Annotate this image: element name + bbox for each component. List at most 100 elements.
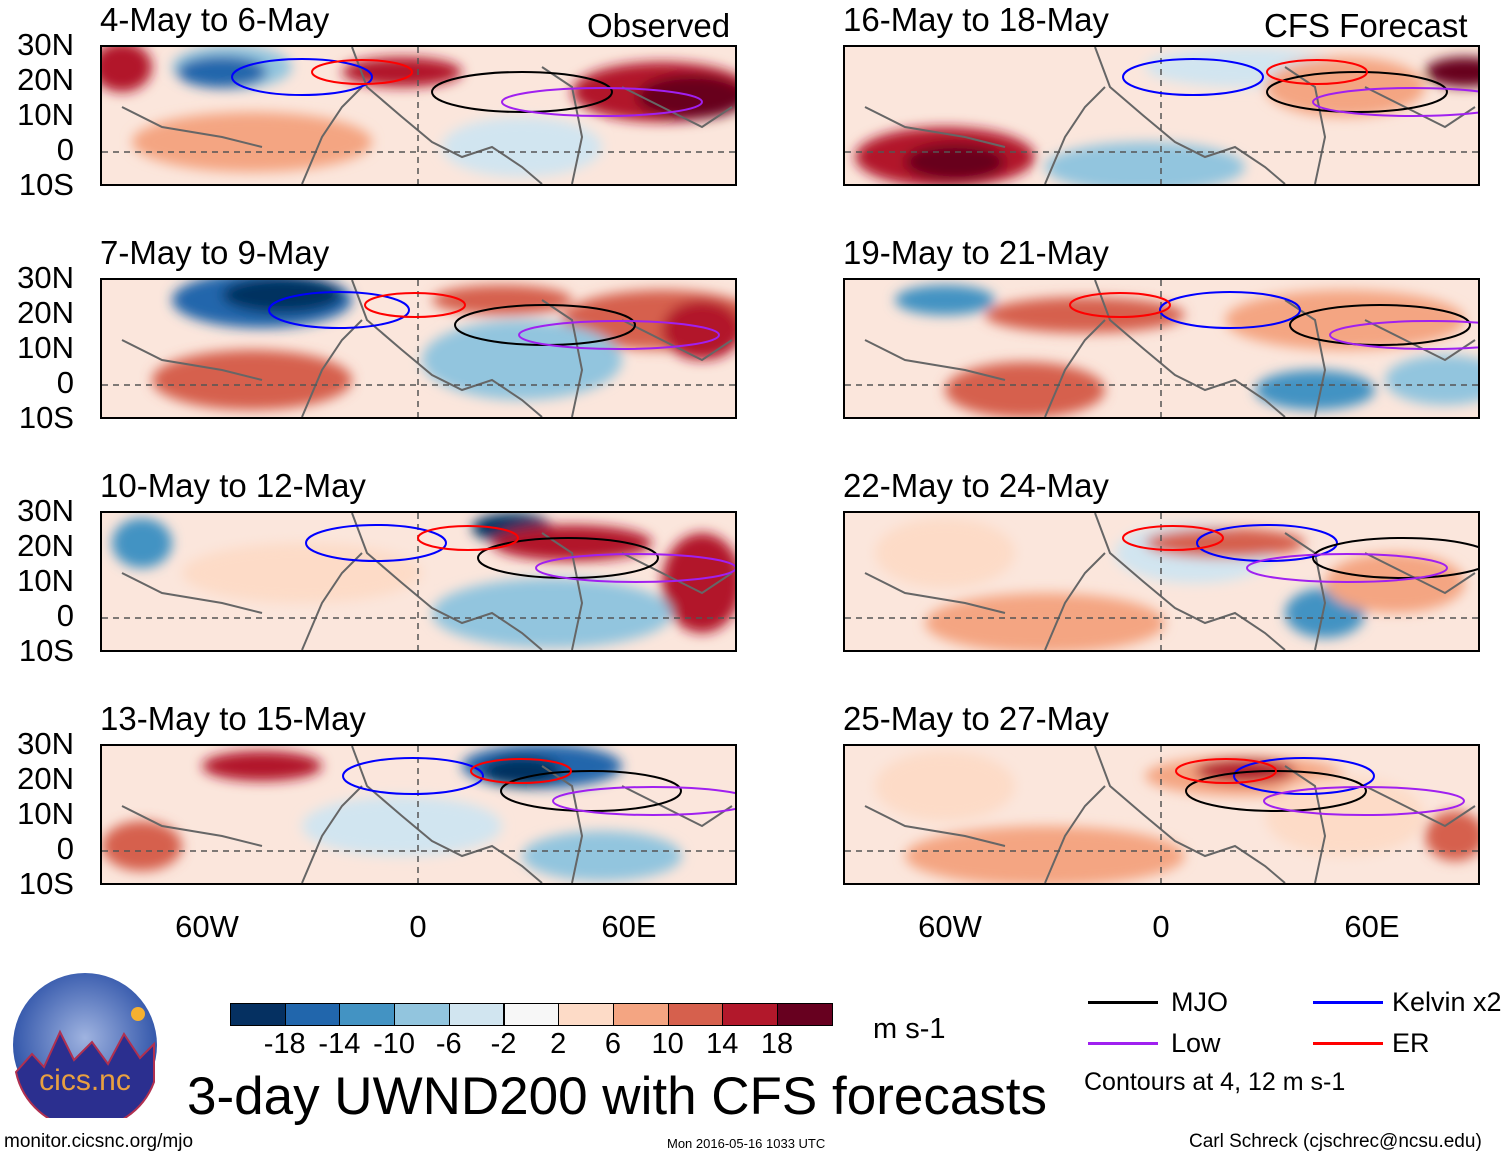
lat-label: 30N	[17, 260, 74, 295]
colorbar-label: 14	[706, 1028, 739, 1060]
anomaly-region	[222, 280, 342, 313]
colorbar-units: m s-1	[873, 1013, 946, 1045]
anomaly-region	[442, 117, 602, 177]
colorbar-swatch	[612, 1003, 669, 1026]
lat-label: 10S	[18, 400, 74, 435]
anomaly-region	[482, 756, 562, 786]
lat-label: 0	[56, 132, 74, 167]
anomaly-region	[432, 285, 572, 315]
er-contour	[1175, 758, 1277, 784]
legend-low-line	[1088, 1042, 1158, 1045]
low-contour	[518, 320, 720, 350]
colorbar-swatch	[503, 1003, 560, 1026]
kelvin-contour	[342, 757, 484, 795]
map-field	[102, 280, 735, 417]
er-contour	[364, 292, 466, 318]
colorbar-swatch	[230, 1003, 286, 1026]
low-contour	[1329, 320, 1478, 350]
er-contour	[1069, 292, 1171, 318]
anomaly-region	[182, 543, 422, 603]
map-panel	[100, 45, 737, 186]
low-contour	[1312, 87, 1478, 117]
lon-label: 60W	[918, 909, 982, 944]
mjo-contour	[431, 71, 613, 113]
map-field	[102, 47, 735, 184]
coastline	[864, 746, 1476, 883]
lat-label: 10S	[18, 633, 74, 668]
anomaly-region	[202, 751, 322, 781]
footer-author: Carl Schreck (cjschrec@ncsu.edu)	[1189, 1131, 1482, 1152]
mjo-contour	[1289, 304, 1471, 346]
panel-title: 16-May to 18-May	[843, 1, 1109, 38]
coastline	[864, 47, 1476, 184]
observed-header: Observed	[587, 7, 731, 44]
anomaly-region	[875, 751, 1015, 821]
kelvin-contour	[231, 58, 373, 96]
map-field	[845, 280, 1478, 417]
footer-url[interactable]: monitor.cicsnc.org/mjo	[4, 1131, 194, 1152]
colorbar-swatch	[394, 1003, 450, 1026]
lat-label: 30N	[17, 493, 74, 528]
kelvin-contour	[305, 524, 447, 562]
low-contour	[501, 87, 703, 117]
kelvin-contour	[1233, 757, 1375, 795]
lon-label: 60W	[175, 909, 239, 944]
legend-er-label: ER	[1392, 1028, 1430, 1058]
map-panel	[100, 278, 737, 419]
colorbar-label: -18	[263, 1028, 306, 1060]
anomaly-region	[432, 578, 672, 648]
map-field	[102, 513, 735, 650]
lat-label: 0	[56, 598, 74, 633]
map-field	[845, 746, 1478, 883]
anomaly-region	[662, 533, 735, 633]
colorbar-swatch	[284, 1003, 341, 1026]
lat-label: 10S	[18, 167, 74, 202]
coastline	[121, 47, 733, 184]
anomaly-region	[112, 518, 172, 568]
lat-label: 10N	[17, 563, 74, 598]
colorbar-swatch	[777, 1003, 833, 1026]
lat-label: 30N	[17, 27, 74, 62]
anomaly-region	[662, 300, 735, 360]
kelvin-contour	[1196, 524, 1338, 562]
colorbar-swatch	[667, 1003, 724, 1026]
anomaly-region	[177, 56, 267, 88]
anomaly-region	[152, 350, 352, 410]
colorbar-label: -6	[435, 1028, 462, 1060]
map-field	[102, 746, 735, 883]
map-panel	[843, 511, 1480, 652]
lat-label: 10N	[17, 330, 74, 365]
anomaly-region	[102, 821, 182, 871]
anomaly-region	[1385, 355, 1478, 405]
anomaly-region	[1425, 57, 1478, 87]
forecast-header: CFS Forecast	[1264, 7, 1468, 44]
legend-mjo-line	[1088, 1001, 1158, 1004]
er-contour	[311, 59, 413, 85]
anomaly-region	[875, 518, 1015, 588]
colorbar-label: -10	[373, 1028, 416, 1060]
kelvin-contour	[1159, 291, 1301, 329]
er-contour	[1266, 59, 1368, 85]
contour-note: Contours at 4, 12 m s-1	[1084, 1068, 1346, 1096]
lat-label: 0	[56, 365, 74, 400]
legend-low-label: Low	[1171, 1028, 1221, 1058]
anomaly-region	[905, 826, 1185, 883]
colorbar-label: 18	[760, 1028, 794, 1060]
lon-label: 0	[1152, 909, 1170, 944]
lat-label: 20N	[17, 528, 74, 563]
lon-label: 60E	[1344, 909, 1400, 944]
anomaly-region	[637, 75, 735, 119]
colorbar-label: 10	[651, 1028, 684, 1060]
legend-kelvin-label: Kelvin x2	[1392, 987, 1502, 1017]
anomaly-region	[102, 47, 152, 92]
anomaly-region	[422, 320, 622, 400]
map-panel	[843, 45, 1480, 186]
coastline	[121, 746, 733, 883]
cics-logo: cics.nc	[13, 973, 157, 1118]
low-contour	[535, 553, 735, 583]
legend-kelvin-line	[1313, 1001, 1383, 1004]
coastline	[864, 280, 1476, 417]
colorbar-swatch	[558, 1003, 614, 1026]
anomaly-region	[985, 297, 1185, 333]
